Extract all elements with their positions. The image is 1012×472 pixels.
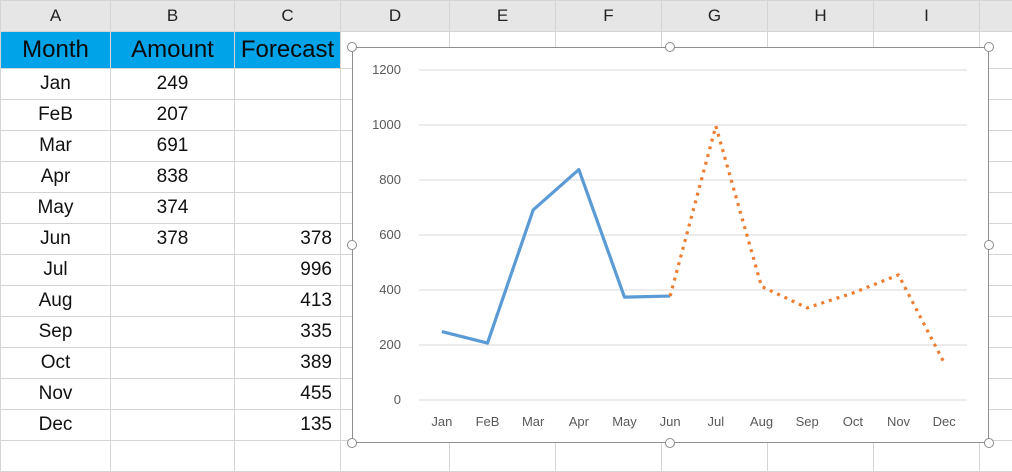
forecast-cell[interactable]: 996 xyxy=(235,255,341,286)
forecast-cell[interactable]: 378 xyxy=(235,224,341,255)
cell[interactable] xyxy=(662,441,768,472)
column-header-j[interactable] xyxy=(980,1,1012,32)
column-header-d[interactable]: D xyxy=(341,1,450,32)
column-header-b[interactable]: B xyxy=(111,1,235,32)
resize-handle-top-left[interactable] xyxy=(347,42,357,52)
x-tick-label: Jun xyxy=(660,414,681,429)
cell[interactable] xyxy=(1,441,111,472)
month-cell[interactable]: FeB xyxy=(1,100,111,131)
forecast-cell[interactable]: 389 xyxy=(235,348,341,379)
series-line-2[interactable] xyxy=(670,126,944,363)
y-tick-label: 200 xyxy=(379,337,401,352)
amount-cell[interactable]: 249 xyxy=(111,69,235,100)
resize-handle-middle-right[interactable] xyxy=(984,240,994,250)
amount-cell[interactable] xyxy=(111,317,235,348)
forecast-cell[interactable]: 455 xyxy=(235,379,341,410)
x-tick-label: Mar xyxy=(522,414,545,429)
month-cell[interactable]: Dec xyxy=(1,410,111,441)
column-header-f[interactable]: F xyxy=(556,1,662,32)
cell[interactable] xyxy=(235,441,341,472)
month-cell[interactable]: Jul xyxy=(1,255,111,286)
x-tick-label: Nov xyxy=(887,414,911,429)
month-cell[interactable]: Jun xyxy=(1,224,111,255)
month-cell[interactable]: May xyxy=(1,193,111,224)
header-cell-month[interactable]: Month xyxy=(1,32,111,69)
table-row xyxy=(1,441,1012,472)
column-header-c[interactable]: C xyxy=(235,1,341,32)
column-header-h[interactable]: H xyxy=(768,1,874,32)
x-tick-label: Jan xyxy=(431,414,452,429)
line-chart[interactable]: 0 200 400 600 800 1000 1200 Jan FeB Mar Apr May Jun J… xyxy=(352,47,989,443)
cell[interactable] xyxy=(341,441,450,472)
forecast-cell[interactable] xyxy=(235,100,341,131)
x-tick-label: Sep xyxy=(796,414,819,429)
y-tick-label: 400 xyxy=(379,282,401,297)
amount-cell[interactable] xyxy=(111,410,235,441)
resize-handle-top-middle[interactable] xyxy=(665,42,675,52)
series-line-1[interactable] xyxy=(442,170,670,344)
x-tick-label: Aug xyxy=(750,414,773,429)
month-cell[interactable]: Mar xyxy=(1,131,111,162)
column-header-e[interactable]: E xyxy=(450,1,556,32)
resize-handle-bottom-left[interactable] xyxy=(347,438,357,448)
column-header-a[interactable]: A xyxy=(1,1,111,32)
amount-cell[interactable]: 691 xyxy=(111,131,235,162)
chart-plot: 0 200 400 600 800 1000 1200 Jan FeB Mar Apr May Jun J… xyxy=(353,48,990,444)
forecast-cell[interactable]: 335 xyxy=(235,317,341,348)
month-cell[interactable]: Sep xyxy=(1,317,111,348)
cell[interactable] xyxy=(556,441,662,472)
y-tick-label: 1000 xyxy=(372,117,401,132)
amount-cell[interactable]: 378 xyxy=(111,224,235,255)
x-tick-label: Jul xyxy=(708,414,725,429)
month-cell[interactable]: Apr xyxy=(1,162,111,193)
amount-cell[interactable]: 374 xyxy=(111,193,235,224)
x-tick-label: Apr xyxy=(569,414,590,429)
x-tick-label: FeB xyxy=(476,414,500,429)
resize-handle-top-right[interactable] xyxy=(984,42,994,52)
header-cell-forecast[interactable]: Forecast xyxy=(235,32,341,69)
x-tick-label: May xyxy=(612,414,637,429)
cell[interactable] xyxy=(768,441,874,472)
cell[interactable] xyxy=(874,441,980,472)
resize-handle-bottom-middle[interactable] xyxy=(665,438,675,448)
cell[interactable] xyxy=(450,441,556,472)
amount-cell[interactable] xyxy=(111,255,235,286)
forecast-cell[interactable] xyxy=(235,131,341,162)
column-header-i[interactable]: I xyxy=(874,1,980,32)
forecast-cell[interactable] xyxy=(235,69,341,100)
forecast-cell[interactable]: 413 xyxy=(235,286,341,317)
month-cell[interactable]: Nov xyxy=(1,379,111,410)
forecast-cell[interactable] xyxy=(235,193,341,224)
amount-cell[interactable]: 838 xyxy=(111,162,235,193)
column-header-g[interactable]: G xyxy=(662,1,768,32)
column-header-row: A B C D E F G H I xyxy=(1,1,1012,32)
amount-cell[interactable]: 207 xyxy=(111,100,235,131)
x-tick-label: Oct xyxy=(843,414,864,429)
resize-handle-middle-left[interactable] xyxy=(347,240,357,250)
y-tick-label: 0 xyxy=(394,392,401,407)
forecast-cell[interactable]: 135 xyxy=(235,410,341,441)
amount-cell[interactable] xyxy=(111,348,235,379)
header-cell-amount[interactable]: Amount xyxy=(111,32,235,69)
y-tick-label: 800 xyxy=(379,172,401,187)
month-cell[interactable]: Oct xyxy=(1,348,111,379)
cell[interactable] xyxy=(111,441,235,472)
resize-handle-bottom-right[interactable] xyxy=(984,438,994,448)
month-cell[interactable]: Aug xyxy=(1,286,111,317)
y-tick-label: 600 xyxy=(379,227,401,242)
amount-cell[interactable] xyxy=(111,286,235,317)
forecast-cell[interactable] xyxy=(235,162,341,193)
x-tick-label: Dec xyxy=(933,414,957,429)
month-cell[interactable]: Jan xyxy=(1,69,111,100)
y-tick-label: 1200 xyxy=(372,62,401,77)
amount-cell[interactable] xyxy=(111,379,235,410)
